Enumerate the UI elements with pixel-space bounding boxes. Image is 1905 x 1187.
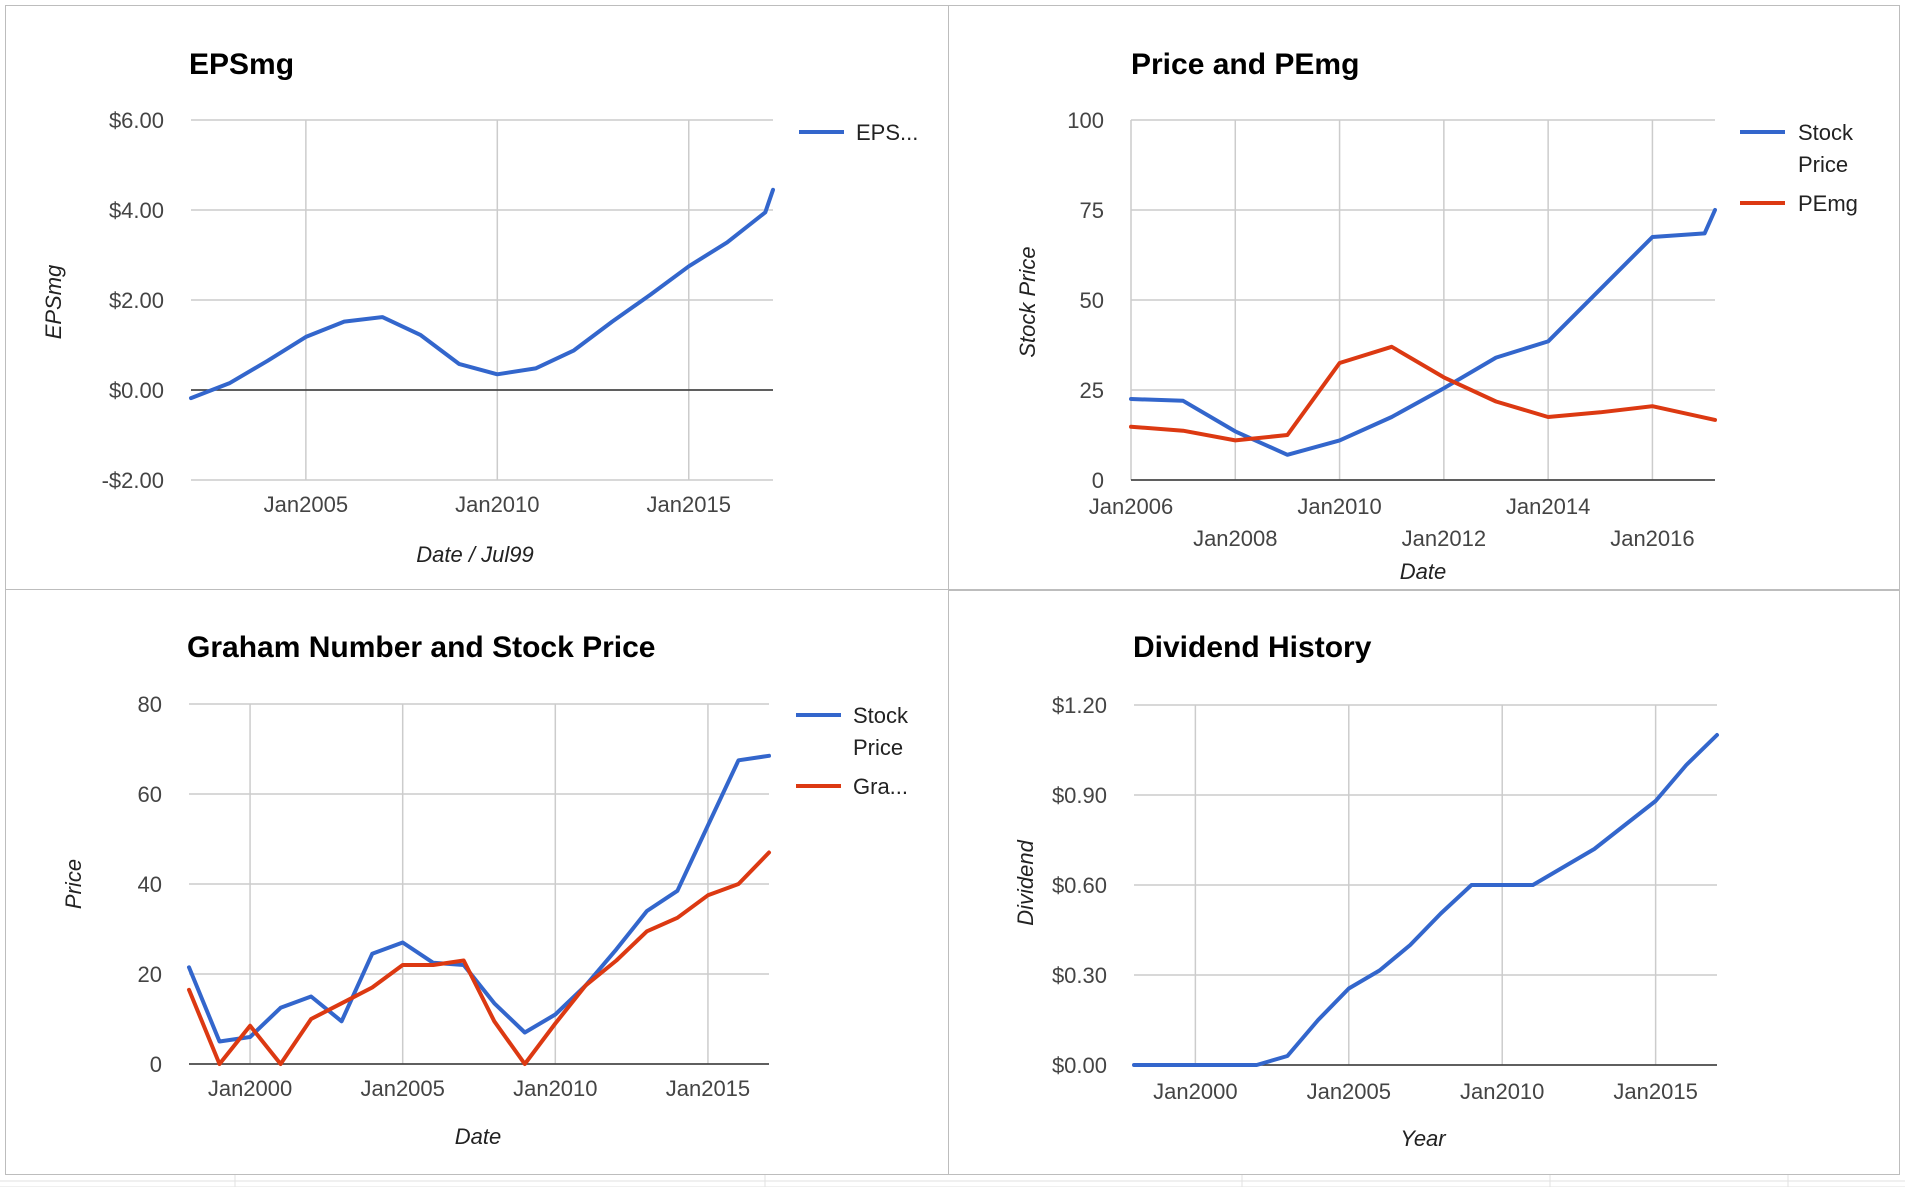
- y-tick-label: $2.00: [109, 288, 164, 313]
- plot-lines: [189, 187, 775, 401]
- legend-label-stock-price: Stock Price: [1798, 120, 1854, 177]
- y-axis-title: Price: [61, 859, 86, 909]
- plot-lines: [1129, 208, 1717, 457]
- tick-labels: $0.00 $0.30 $0.60 $0.90 $1.20 Jan2000 Jan2005 J…: [1052, 693, 1698, 1104]
- plot-lines: [1132, 733, 1719, 1067]
- y-axis-title: Dividend: [1013, 839, 1038, 925]
- y-tick-label: $0.00: [109, 378, 164, 403]
- y-tick-label: 100: [1067, 108, 1104, 133]
- legend-label-pemg: PEmg: [1798, 191, 1858, 216]
- series-line-blue: [189, 187, 775, 401]
- series-line-blue: [1132, 733, 1719, 1067]
- plot-lines: [187, 753, 771, 1066]
- tick-labels: 0 20 40 60 80 Jan2000 Jan2005 Jan2010 Jan2015: [138, 692, 751, 1101]
- chart-title: Graham Number and Stock Price: [187, 631, 656, 664]
- x-tick-label: Jan2016: [1610, 526, 1694, 551]
- gridlines: [191, 119, 773, 481]
- legend-label-eps: EPS...: [856, 120, 918, 145]
- x-tick-label: Jan2012: [1402, 526, 1486, 551]
- x-axis-title: Date: [1400, 559, 1446, 584]
- chart-title: EPSmg: [189, 48, 294, 81]
- price-and-pemg-chart: Price and PEmg 0 25 50 75 100 Jan2006 Jan2008 J…: [1015, 48, 1858, 584]
- x-tick-label: Jan2015: [1613, 1079, 1697, 1104]
- y-tick-label: $6.00: [109, 108, 164, 133]
- legend-label-graham: Gra...: [853, 774, 908, 799]
- y-tick-label: $4.00: [109, 198, 164, 223]
- series-line-blue: [1129, 208, 1717, 457]
- x-tick-label: Jan2000: [1153, 1079, 1237, 1104]
- y-tick-label: 60: [138, 782, 162, 807]
- y-tick-label: 80: [138, 692, 162, 717]
- y-tick-label: -$2.00: [102, 468, 164, 493]
- x-tick-label: Jan2008: [1193, 526, 1277, 551]
- x-tick-label: Jan2005: [264, 492, 348, 517]
- dividend-history-chart-panel[interactable]: Dividend History $0.00 $0.30 $0.60 $0.90 $1.…: [948, 590, 1900, 1175]
- legend: Stock Price Gra...: [796, 703, 909, 799]
- y-tick-label: 50: [1080, 288, 1104, 313]
- y-tick-label: 0: [1092, 468, 1104, 493]
- x-tick-label: Jan2005: [360, 1076, 444, 1101]
- gridlines: [1130, 119, 1715, 481]
- x-tick-label: Jan2010: [1460, 1079, 1544, 1104]
- gridlines: [1134, 704, 1717, 1066]
- y-tick-label: $0.00: [1052, 1053, 1107, 1078]
- x-axis-title: Year: [1400, 1126, 1447, 1151]
- y-tick-label: $1.20: [1052, 693, 1107, 718]
- x-axis-title: Date: [455, 1124, 501, 1149]
- series-line-red: [187, 850, 771, 1066]
- price-and-pemg-chart-panel[interactable]: Price and PEmg 0 25 50 75 100 Jan2006 Jan2008 J…: [948, 5, 1900, 590]
- y-tick-label: 25: [1080, 378, 1104, 403]
- legend: Stock Price PEmg: [1740, 120, 1858, 216]
- tick-labels: 0 25 50 75 100 Jan2006 Jan2008 Jan2010 Jan2012 Ja…: [1067, 108, 1694, 551]
- x-tick-label: Jan2005: [1307, 1079, 1391, 1104]
- x-tick-label: Jan2000: [208, 1076, 292, 1101]
- y-tick-label: 20: [138, 962, 162, 987]
- y-tick-label: $0.60: [1052, 873, 1107, 898]
- y-tick-label: $0.30: [1052, 963, 1107, 988]
- y-tick-label: $0.90: [1052, 783, 1107, 808]
- x-axis-title: Date / Jul99: [416, 542, 533, 567]
- y-axis-title: EPSmg: [41, 264, 66, 339]
- x-tick-label: Jan2014: [1506, 494, 1590, 519]
- y-tick-label: 0: [150, 1052, 162, 1077]
- x-tick-label: Jan2010: [455, 492, 539, 517]
- series-line-red: [1129, 344, 1717, 443]
- y-tick-label: 75: [1080, 198, 1104, 223]
- chart-title: Dividend History: [1133, 631, 1372, 664]
- x-tick-label: Jan2015: [647, 492, 731, 517]
- x-tick-label: Jan2006: [1089, 494, 1173, 519]
- y-tick-label: 40: [138, 872, 162, 897]
- legend-label-stock-price: Stock Price: [853, 703, 909, 760]
- gridlines: [189, 703, 769, 1065]
- tick-labels: -$2.00 $0.00 $2.00 $4.00 $6.00 Jan2005 Jan2010…: [102, 108, 731, 517]
- graham-number-chart: Graham Number and Stock Price 0 20 40 60 80 J…: [61, 631, 909, 1149]
- x-tick-label: Jan2010: [513, 1076, 597, 1101]
- epsmg-chart: EPSmg -$2.00 $0.00 $2.00 $4.00 $6.00 Jan2005 J…: [41, 48, 918, 567]
- y-axis-title: Stock Price: [1015, 246, 1040, 357]
- graham-number-chart-panel[interactable]: Graham Number and Stock Price 0 20 40 60 80 J…: [5, 589, 949, 1175]
- series-line-blue: [187, 753, 771, 1044]
- x-tick-label: Jan2010: [1297, 494, 1381, 519]
- x-tick-label: Jan2015: [666, 1076, 750, 1101]
- chart-title: Price and PEmg: [1131, 48, 1359, 81]
- legend: EPS...: [799, 120, 918, 145]
- dividend-history-chart: Dividend History $0.00 $0.30 $0.60 $0.90 $1.…: [1013, 631, 1719, 1151]
- epsmg-chart-panel[interactable]: EPSmg -$2.00 $0.00 $2.00 $4.00 $6.00 Jan2005 J…: [5, 5, 949, 590]
